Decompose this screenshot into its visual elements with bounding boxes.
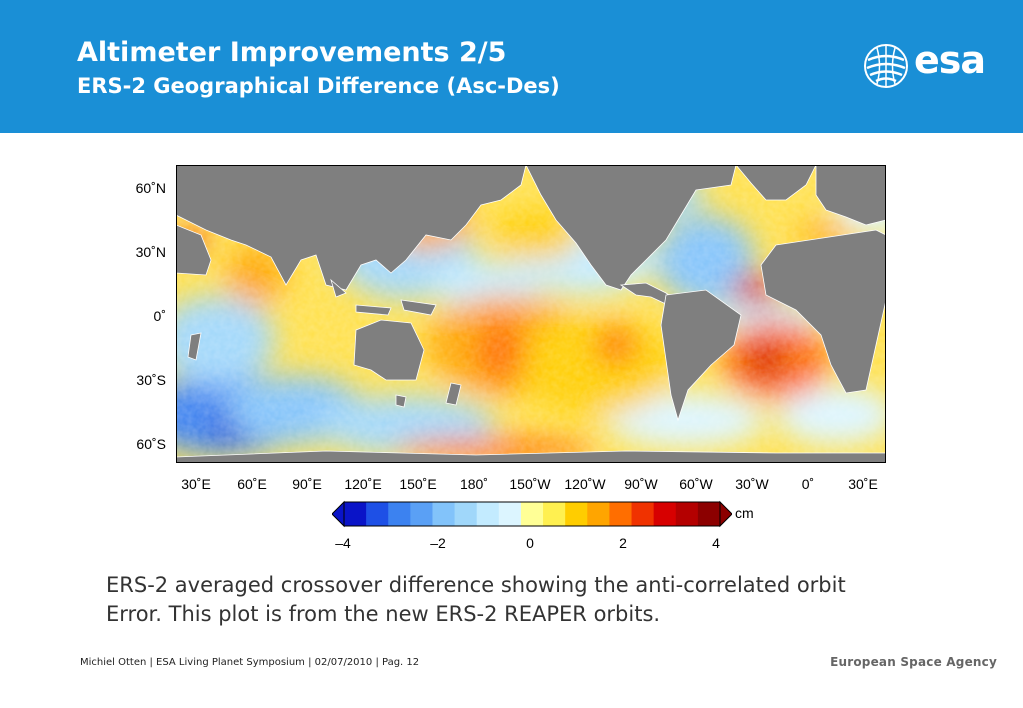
colorbar-swatch	[697, 502, 721, 526]
anomaly-map	[176, 165, 886, 463]
colorbar-min-arrow	[332, 500, 345, 528]
y-tick-label: 60˚N	[135, 180, 166, 196]
colorbar-swatch	[675, 502, 699, 526]
y-tick-label: 0˚	[153, 308, 166, 324]
colorbar-tick-label: –2	[430, 535, 446, 551]
colorbar-swatch	[653, 502, 677, 526]
colorbar-swatch	[344, 502, 367, 526]
x-tick-label: 180˚	[459, 476, 489, 492]
slide-subtitle: ERS-2 Geographical Difference (Asc-Des)	[77, 74, 560, 98]
x-tick-label: 90˚W	[624, 476, 658, 492]
colorbar-swatch	[476, 502, 500, 526]
colorbar-tick-label: 2	[619, 535, 627, 551]
colorbar-swatch	[498, 502, 522, 526]
colorbar-swatch	[366, 502, 389, 526]
y-tick-label: 30˚N	[135, 244, 166, 260]
x-tick-label: 120˚W	[564, 476, 606, 492]
x-tick-label: 0˚	[801, 476, 815, 492]
colorbar-swatch	[609, 502, 633, 526]
colorbar-swatch	[520, 502, 544, 526]
x-tick-label: 150˚W	[509, 476, 551, 492]
x-tick-label: 30˚E	[848, 476, 878, 492]
colorbar-swatch	[631, 502, 655, 526]
slide-header	[0, 0, 1023, 133]
colorbar	[332, 500, 732, 528]
colorbar-unit: cm	[735, 505, 754, 521]
colorbar-swatch	[410, 502, 433, 526]
agency-name: European Space Agency	[830, 655, 997, 669]
colorbar-swatch	[565, 502, 588, 526]
colorbar-tick-label: –4	[335, 535, 351, 551]
slide-footer: Michiel Otten | ESA Living Planet Sympos…	[80, 657, 420, 668]
colorbar-swatch	[432, 502, 456, 526]
colorbar-swatch	[454, 502, 478, 526]
x-tick-label: 120˚E	[344, 476, 382, 492]
colorbar-border	[343, 501, 721, 527]
caption-line-2: Error. This plot is from the new ERS-2 R…	[106, 602, 661, 626]
slide-title: Altimeter Improvements 2/5	[77, 37, 507, 68]
caption-line-1: ERS-2 averaged crossover difference show…	[106, 573, 846, 597]
figure-caption: ERS-2 averaged crossover difference show…	[106, 571, 986, 629]
esa-logo: esa	[862, 38, 1002, 90]
colorbar-swatch	[587, 502, 610, 526]
colorbar-swatch	[543, 502, 566, 526]
colorbar-tick-label: 0	[526, 535, 534, 551]
x-tick-label: 60˚E	[237, 476, 267, 492]
esa-logo-text: esa	[914, 38, 986, 82]
colorbar-swatch	[388, 502, 411, 526]
esa-globe-icon	[864, 44, 908, 88]
x-tick-label: 30˚E	[181, 476, 211, 492]
x-tick-label: 150˚E	[399, 476, 437, 492]
colorbar-max-arrow	[719, 500, 732, 528]
y-tick-label: 30˚S	[136, 372, 166, 388]
x-tick-label: 30˚W	[735, 476, 769, 492]
colorbar-tick-label: 4	[712, 535, 720, 551]
x-tick-label: 60˚W	[679, 476, 713, 492]
x-tick-label: 90˚E	[292, 476, 322, 492]
y-tick-label: 60˚S	[136, 436, 166, 452]
